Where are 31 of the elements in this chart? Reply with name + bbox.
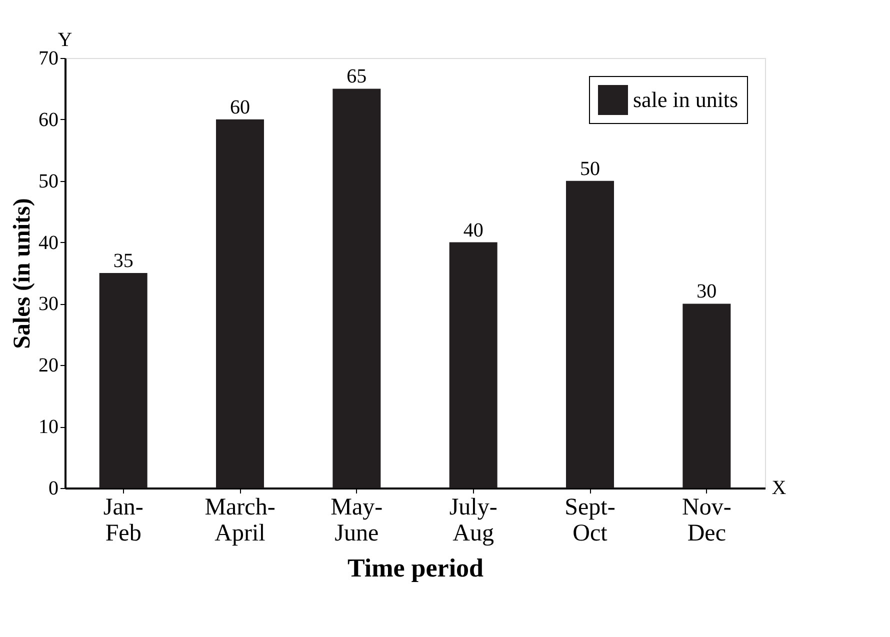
- x-tick-label: March- April: [204, 494, 276, 546]
- y-tick-label: 60: [38, 108, 58, 131]
- bar: [99, 273, 148, 488]
- data-label: 30: [696, 280, 717, 303]
- text: X: [772, 477, 787, 499]
- y-tick-label: 70: [38, 48, 58, 70]
- data-label: 35: [113, 250, 134, 272]
- x-tick-label: Nov- Dec: [682, 494, 732, 546]
- y-tick-label: 10: [38, 416, 58, 438]
- y-tick-label: 0: [48, 478, 58, 500]
- data-label: 65: [346, 66, 367, 88]
- x-tick-label: July- Aug: [449, 494, 498, 546]
- bar: [449, 242, 498, 488]
- data-label: 40: [463, 219, 484, 242]
- text: Y: [58, 29, 72, 51]
- y-tick-label: 30: [38, 293, 58, 316]
- y-axis-title: Sales (in units): [10, 198, 36, 349]
- bar: [682, 304, 731, 488]
- x-axis-title: Time period: [347, 554, 484, 582]
- y-tick-label: 40: [38, 232, 58, 254]
- data-label: 50: [580, 158, 600, 180]
- bar: [332, 88, 381, 488]
- x-tick-label: May- June: [330, 494, 383, 546]
- x-tick-label: Sept- Oct: [564, 494, 616, 546]
- x-tick-label: Jan- Feb: [103, 494, 144, 546]
- y-tick-label: 20: [38, 354, 58, 377]
- legend-label: sale in units: [633, 87, 738, 112]
- data-label: 60: [230, 96, 250, 118]
- bar: [566, 180, 614, 488]
- y-tick-label: 50: [38, 170, 58, 192]
- bar: [216, 119, 264, 488]
